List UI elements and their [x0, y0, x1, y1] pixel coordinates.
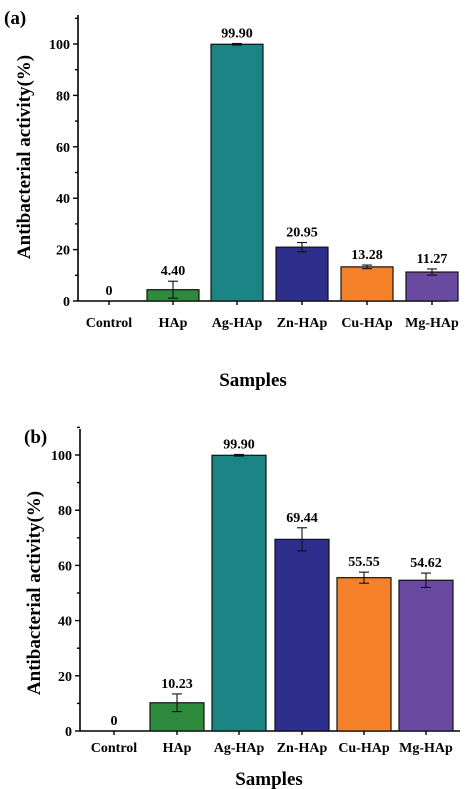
category-label: Control: [86, 316, 133, 331]
bars: [146, 43, 459, 302]
value-labels: 0 4.40 99.90 20.95 13.28 11.27: [106, 26, 448, 299]
category-label: Control: [91, 741, 138, 756]
value-label: 11.27: [417, 252, 448, 267]
y-tick-label: 40: [58, 615, 72, 630]
y-ticks: 0 20 40 60 80 100: [49, 17, 78, 310]
value-label: 13.28: [351, 248, 383, 263]
category-label: Cu-HAp: [341, 316, 393, 331]
value-label: 20.95: [286, 226, 318, 241]
panel-label: (a): [4, 8, 26, 29]
y-ticks: 0 20 40 60 80 100: [51, 426, 80, 740]
category-label: Ag-HAp: [212, 316, 263, 331]
category-label: Zn-HAp: [277, 741, 328, 756]
chart-panel-b: (b) Antibacterial activity(%) Samples 0 2…: [24, 426, 460, 789]
category-labels: Control HAp Ag-HAp Zn-HAp Cu-HAp Mg-HAp: [86, 301, 459, 331]
y-tick-label: 20: [58, 670, 72, 685]
category-label: Mg-HAp: [399, 741, 453, 756]
y-tick-label: 60: [58, 559, 72, 574]
chart-panel-a: (a) Antibacterial activity(%) Samples 0 2…: [4, 8, 459, 391]
y-axis-label: Antibacterial activity(%): [14, 55, 35, 259]
bar: [336, 577, 392, 732]
value-label: 69.44: [286, 511, 318, 526]
y-tick-label: 20: [56, 244, 70, 259]
bar: [274, 538, 330, 732]
value-label: 0: [111, 714, 118, 729]
y-tick-label: 0: [65, 725, 72, 740]
bars: [149, 454, 454, 732]
bar: [211, 454, 267, 732]
category-label: HAp: [159, 316, 188, 331]
error-bars: [172, 453, 431, 713]
y-tick-label: 80: [56, 89, 70, 104]
category-label: HAp: [163, 741, 192, 756]
value-label: 10.23: [161, 677, 193, 692]
y-tick-label: 80: [58, 504, 72, 519]
bar: [275, 246, 329, 302]
y-tick-label: 60: [56, 141, 70, 156]
y-tick-label: 40: [56, 192, 70, 207]
value-label: 54.62: [410, 556, 442, 571]
value-label: 0: [106, 284, 113, 299]
bar: [210, 43, 264, 302]
bar: [340, 266, 394, 302]
bar: [405, 271, 459, 302]
category-label: Zn-HAp: [277, 316, 328, 331]
x-axis-label: Samples: [219, 370, 287, 391]
category-label: Ag-HAp: [214, 741, 265, 756]
y-tick-label: 100: [51, 449, 72, 464]
category-label: Cu-HAp: [338, 741, 390, 756]
category-label: Mg-HAp: [405, 316, 459, 331]
bar: [398, 579, 454, 732]
value-label: 99.90: [221, 26, 253, 41]
y-tick-label: 0: [63, 295, 70, 310]
value-labels: 0 10.23 99.90 69.44 55.55 54.62: [111, 437, 442, 729]
y-tick-label: 100: [49, 38, 70, 53]
value-label: 55.55: [348, 555, 380, 570]
y-axis-label: Antibacterial activity(%): [24, 491, 45, 695]
error-bars: [168, 42, 437, 299]
category-labels: Control HAp Ag-HAp Zn-HAp Cu-HAp Mg-HAp: [91, 731, 453, 756]
panel-label: (b): [24, 427, 47, 448]
x-axis-label: Samples: [235, 769, 303, 789]
value-label: 99.90: [223, 437, 255, 452]
value-label: 4.40: [161, 264, 186, 279]
